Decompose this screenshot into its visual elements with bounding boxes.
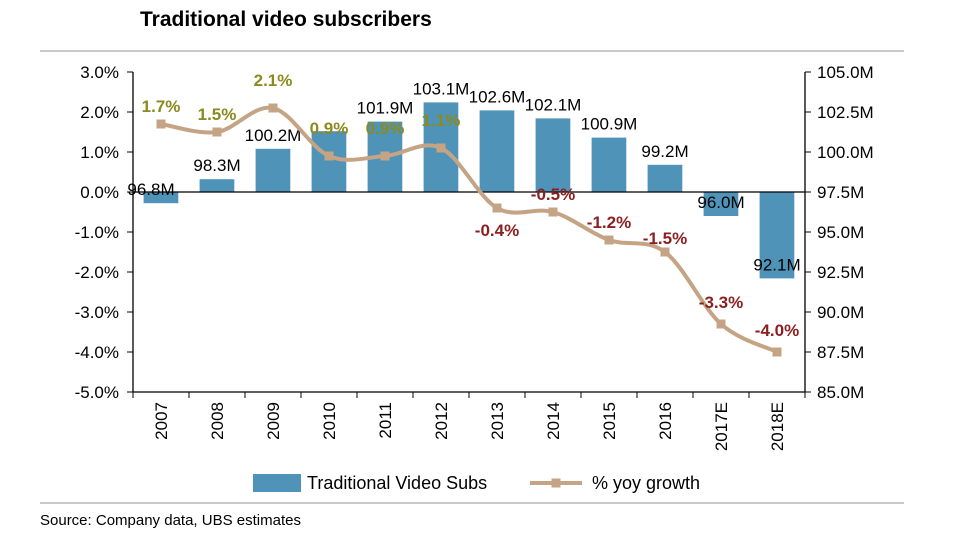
right-tick-label: 100.0M bbox=[817, 143, 874, 162]
bar-value-label: 100.2M bbox=[245, 126, 302, 145]
yoy-point-2008 bbox=[212, 127, 222, 137]
yoy-value-label: -1.5% bbox=[643, 229, 687, 248]
right-tick-label: 92.5M bbox=[817, 263, 864, 282]
x-tick-label: 2011 bbox=[376, 402, 395, 439]
x-tick-label: 2014 bbox=[544, 402, 563, 440]
chart-title: Traditional video subscribers bbox=[140, 8, 432, 31]
left-tick-label: -4.0% bbox=[75, 343, 119, 362]
yoy-value-label: 1.5% bbox=[198, 105, 237, 124]
x-tick-label: 2015 bbox=[600, 402, 619, 440]
legend-label-bar: Traditional Video Subs bbox=[307, 473, 487, 493]
right-tick-label: 85.0M bbox=[817, 383, 864, 402]
yoy-value-label: -3.3% bbox=[699, 293, 743, 312]
x-tick-label: 2007 bbox=[152, 402, 171, 440]
yoy-point-2010 bbox=[324, 151, 334, 161]
left-tick-label: -5.0% bbox=[75, 383, 119, 402]
bar-value-label: 102.1M bbox=[525, 95, 582, 114]
left-tick-label: 2.0% bbox=[80, 103, 119, 122]
right-tick-label: 90.0M bbox=[817, 303, 864, 322]
yoy-point-2018E bbox=[772, 347, 782, 357]
yoy-point-2011 bbox=[380, 151, 390, 161]
right-tick-label: 102.5M bbox=[817, 103, 874, 122]
yoy-value-label: 0.9% bbox=[310, 119, 349, 138]
yoy-point-2014 bbox=[548, 207, 558, 217]
yoy-point-2009 bbox=[268, 103, 278, 113]
bar-value-label: 100.9M bbox=[581, 115, 638, 134]
bar-2009 bbox=[255, 148, 291, 192]
x-tick-label: 2008 bbox=[208, 402, 227, 440]
x-tick-label: 2016 bbox=[656, 402, 675, 440]
right-tick-label: 95.0M bbox=[817, 223, 864, 242]
yoy-point-2012 bbox=[436, 143, 446, 153]
x-tick-label: 2017E bbox=[712, 402, 731, 451]
right-tick-label: 87.5M bbox=[817, 343, 864, 362]
bar-value-label: 98.3M bbox=[193, 156, 240, 175]
bar-value-label: 96.0M bbox=[697, 193, 744, 212]
yoy-value-label: 2.1% bbox=[254, 71, 293, 90]
right-tick-label: 105.0M bbox=[817, 63, 874, 82]
yoy-point-2007 bbox=[156, 119, 166, 129]
right-tick-label: 97.5M bbox=[817, 183, 864, 202]
left-tick-label: -3.0% bbox=[75, 303, 119, 322]
yoy-point-2015 bbox=[604, 235, 614, 245]
left-tick-label: 3.0% bbox=[80, 63, 119, 82]
yoy-value-label: -0.4% bbox=[475, 221, 519, 240]
bar-value-label: 96.8M bbox=[127, 180, 174, 199]
x-tick-label: 2010 bbox=[320, 402, 339, 440]
yoy-value-label: -1.2% bbox=[587, 213, 631, 232]
left-tick-label: 1.0% bbox=[80, 143, 119, 162]
x-tick-label: 2013 bbox=[488, 402, 507, 440]
bar-2014 bbox=[535, 118, 571, 192]
yoy-point-2017E bbox=[716, 319, 726, 329]
bar-2017E bbox=[703, 192, 739, 216]
left-tick-label: -2.0% bbox=[75, 263, 119, 282]
yoy-value-label: 1.1% bbox=[422, 111, 461, 130]
bar-value-label: 102.6M bbox=[469, 87, 526, 106]
x-tick-label: 2009 bbox=[264, 402, 283, 440]
yoy-value-label: -0.5% bbox=[531, 185, 575, 204]
x-tick-label: 2012 bbox=[432, 402, 451, 440]
bar-value-label: 103.1M bbox=[413, 79, 470, 98]
x-tick-label: 2018E bbox=[768, 402, 787, 451]
yoy-value-label: 0.9% bbox=[366, 119, 405, 138]
legend-swatch-bar bbox=[253, 474, 301, 492]
bar-value-label: 99.2M bbox=[641, 142, 688, 161]
bottom-divider bbox=[40, 502, 904, 504]
yoy-value-label: -4.0% bbox=[755, 321, 799, 340]
top-divider bbox=[40, 50, 904, 52]
yoy-point-2013 bbox=[492, 203, 502, 213]
yoy-value-label: 1.7% bbox=[142, 97, 181, 116]
bar-2015 bbox=[591, 137, 627, 192]
bar-2016 bbox=[647, 164, 683, 192]
bar-value-label: 92.1M bbox=[753, 255, 800, 274]
legend-label-line: % yoy growth bbox=[592, 473, 700, 493]
yoy-point-2016 bbox=[660, 247, 670, 257]
legend-swatch-marker bbox=[551, 478, 561, 488]
left-tick-label: 0.0% bbox=[80, 183, 119, 202]
source-note: Source: Company data, UBS estimates bbox=[40, 512, 301, 529]
bar-2013 bbox=[479, 110, 515, 192]
left-tick-label: -1.0% bbox=[75, 223, 119, 242]
bar-2018E bbox=[759, 192, 795, 279]
bar-2008 bbox=[199, 179, 235, 192]
bar-2007 bbox=[143, 192, 179, 204]
bar-2010 bbox=[311, 131, 347, 192]
bar-value-label: 101.9M bbox=[357, 99, 414, 118]
